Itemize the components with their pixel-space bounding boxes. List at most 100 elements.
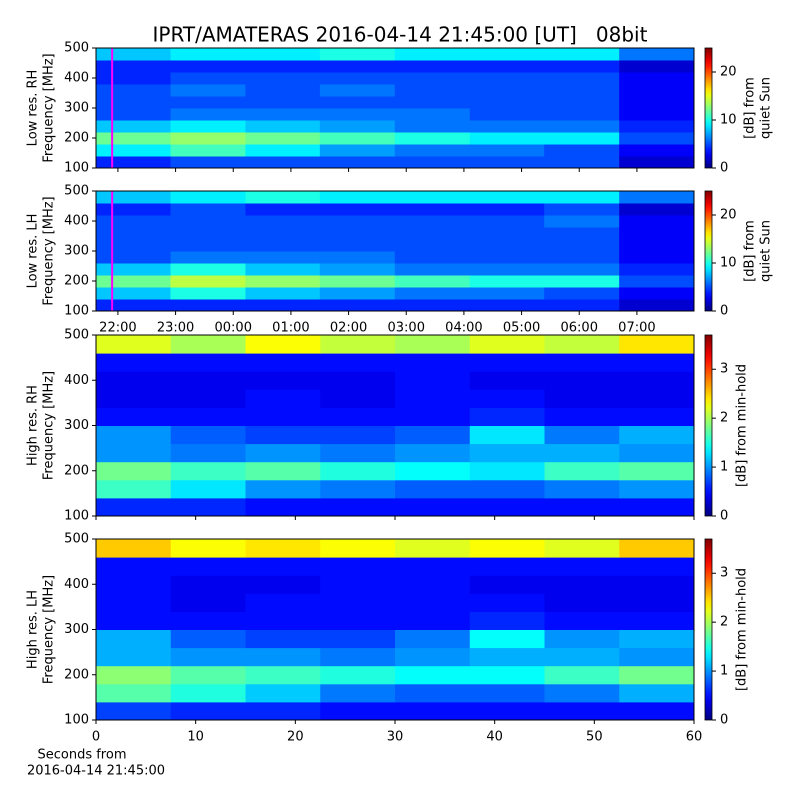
heatmap-cell [619, 593, 695, 612]
heatmap-cell [395, 335, 471, 354]
heatmap-cell [245, 557, 321, 576]
heatmap-cell [170, 144, 246, 157]
heatmap-cell [544, 539, 620, 558]
y-axis-label: Low res. RH [26, 70, 41, 147]
heatmap-cell [96, 443, 172, 463]
heatmap-cell [245, 683, 321, 703]
heatmap-cell [394, 191, 471, 204]
y-tick-label: 200 [64, 667, 89, 682]
heatmap-cell [469, 48, 546, 61]
heatmap-cell [619, 191, 695, 204]
heatmap-cell [469, 629, 545, 649]
heatmap-cell [245, 275, 321, 288]
heatmap-cell [544, 84, 620, 97]
heatmap-cell [245, 389, 321, 408]
heatmap-cell [619, 371, 695, 390]
heatmap-cell [619, 263, 695, 276]
heatmap-cell [170, 665, 246, 685]
heatmap-cell [619, 84, 695, 97]
heatmap-cell [170, 48, 246, 61]
y-tick-label: 300 [64, 101, 89, 116]
heatmap-cell [320, 353, 396, 372]
heatmap-cell [245, 299, 321, 312]
heatmap-cell [170, 371, 246, 390]
y-tick-label: 500 [64, 328, 89, 343]
heatmap-cell [544, 335, 620, 354]
heatmap-cell [170, 425, 246, 445]
y-tick-label: 100 [64, 161, 89, 176]
heatmap-cell [619, 647, 695, 667]
heatmap-cell [395, 425, 471, 445]
y-axis-label: Frequency [MHz] [42, 575, 57, 684]
heatmap-cell [469, 60, 546, 73]
y-tick-label: 200 [64, 463, 89, 478]
heatmap-cell [544, 629, 620, 649]
heatmap-cell [96, 647, 172, 667]
x-tick-label: 02:00 [330, 321, 367, 336]
heatmap-cell [544, 144, 620, 157]
heatmap-cell [245, 96, 321, 109]
heatmap-cell [395, 701, 471, 721]
heatmap-cell [619, 479, 695, 499]
heatmap-cell [245, 647, 321, 667]
x-tick-label: 05:00 [503, 321, 540, 336]
heatmap-cell [320, 683, 396, 703]
heatmap-cell [320, 593, 396, 612]
y-tick-label: 100 [64, 509, 89, 524]
heatmap-cell [170, 227, 246, 240]
heatmap-cell [469, 275, 546, 288]
colorbar-tick-label: 0 [720, 713, 728, 728]
heatmap-cell [96, 96, 172, 109]
heatmap-cell [319, 215, 396, 228]
heatmap-cell [395, 443, 471, 463]
heatmap-cell [544, 263, 620, 276]
heatmap-cell [319, 251, 396, 264]
x-tick-label: 23:00 [157, 321, 194, 336]
heatmap-cell [395, 629, 471, 649]
heatmap-cell [544, 287, 620, 300]
heatmap-cell [394, 48, 471, 61]
heatmap-cell [619, 575, 695, 594]
x-tick-label: 60 [686, 730, 703, 745]
heatmap-cell [395, 647, 471, 667]
heatmap-cell [96, 539, 172, 558]
heatmap-cell [469, 96, 546, 109]
heatmap-cell [245, 239, 321, 252]
y-tick-label: 500 [64, 41, 89, 56]
heatmap-cell [544, 701, 620, 721]
heatmap-cell [394, 275, 471, 288]
heatmap-cell [395, 407, 471, 426]
heatmap-cell [469, 84, 546, 97]
heatmap-cell [170, 132, 246, 145]
heatmap-cell [619, 239, 695, 252]
heatmap-cell [394, 72, 471, 85]
x-tick-label: 22:00 [99, 321, 136, 336]
heatmap-cell [170, 215, 246, 228]
heatmap-cell [96, 557, 172, 576]
heatmap-cell [469, 443, 545, 463]
heatmap-cell [544, 275, 620, 288]
heatmap-cell [544, 191, 620, 204]
heatmap-cell [319, 239, 396, 252]
colorbar-label: quiet Sun [759, 77, 774, 139]
y-tick-label: 500 [64, 532, 89, 547]
heatmap-cell [245, 497, 321, 517]
heatmap-cell [170, 701, 246, 721]
heatmap-cell [245, 335, 321, 354]
heatmap-cell [245, 611, 321, 630]
heatmap-cell [394, 84, 471, 97]
heatmap-cell [96, 215, 172, 228]
y-axis-label: High res. RH [26, 385, 41, 466]
heatmap-cell [394, 156, 471, 169]
y-tick-label: 300 [64, 418, 89, 433]
colorbar [704, 334, 713, 517]
heatmap-cell [96, 227, 172, 240]
y-tick-label: 200 [64, 274, 89, 289]
heatmap-cell [544, 353, 620, 372]
y-tick-label: 300 [64, 244, 89, 259]
heatmap-cell [245, 251, 321, 264]
x-tick-label: 06:00 [561, 321, 598, 336]
heatmap-cell [469, 335, 545, 354]
